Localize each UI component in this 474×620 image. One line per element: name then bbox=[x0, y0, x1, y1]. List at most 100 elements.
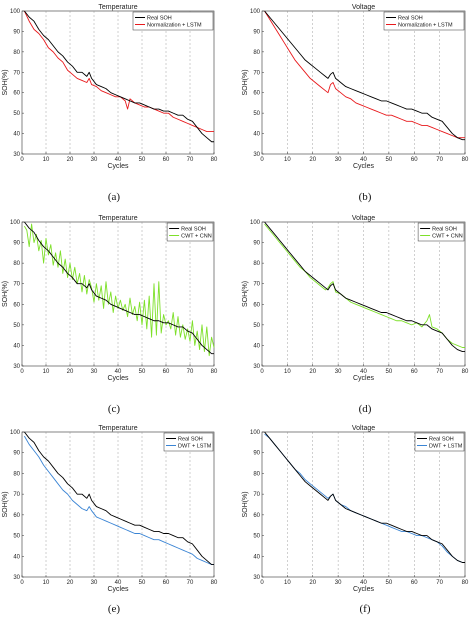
x-tick-label: 50 bbox=[386, 157, 393, 163]
y-tick-label: 30 bbox=[13, 364, 20, 370]
y-tick-label: 40 bbox=[253, 343, 260, 349]
series-line-real-soh bbox=[264, 221, 465, 353]
y-tick-label: 70 bbox=[13, 492, 20, 498]
y-tick-label: 60 bbox=[253, 513, 260, 519]
y-tick-label: 70 bbox=[253, 492, 260, 498]
x-tick-label: 60 bbox=[163, 157, 170, 163]
legend-label: Real SOH bbox=[181, 227, 206, 233]
y-tick-label: 80 bbox=[13, 471, 20, 477]
x-tick-label: 80 bbox=[211, 580, 218, 586]
legend-label: Real SOH bbox=[178, 437, 203, 443]
y-tick-label: 80 bbox=[253, 471, 260, 477]
y-tick-label: 90 bbox=[253, 241, 260, 247]
y-axis-label: SOH(%) bbox=[2, 491, 9, 517]
legend-label: Real SOH bbox=[147, 16, 172, 22]
y-tick-label: 60 bbox=[13, 302, 20, 308]
series-line-real-soh bbox=[24, 10, 214, 143]
x-tick-label: 20 bbox=[67, 369, 74, 375]
x-tick-label: 70 bbox=[436, 157, 443, 163]
x-tick-label: 20 bbox=[67, 580, 74, 586]
x-tick-label: 80 bbox=[462, 369, 469, 375]
y-tick-label: 60 bbox=[13, 513, 20, 519]
legend-label: CWT + CNN bbox=[432, 234, 463, 240]
x-tick-label: 50 bbox=[386, 580, 393, 586]
y-tick-label: 30 bbox=[253, 575, 260, 581]
x-tick-label: 10 bbox=[284, 369, 291, 375]
panel-caption: (f) bbox=[360, 603, 371, 615]
legend-label: Real SOH bbox=[429, 437, 454, 443]
y-tick-label: 90 bbox=[13, 241, 20, 247]
x-tick-label: 10 bbox=[43, 157, 50, 163]
x-tick-label: 50 bbox=[139, 580, 146, 586]
y-tick-label: 50 bbox=[13, 111, 20, 117]
panel-caption: (a) bbox=[108, 191, 121, 203]
y-tick-label: 80 bbox=[253, 50, 260, 56]
y-tick-label: 50 bbox=[253, 534, 260, 540]
x-tick-label: 30 bbox=[91, 580, 98, 586]
x-tick-label: 80 bbox=[462, 580, 469, 586]
x-tick-label: 70 bbox=[436, 369, 443, 375]
x-tick-label: 40 bbox=[115, 580, 122, 586]
y-axis-label: SOH(%) bbox=[242, 491, 249, 517]
y-tick-label: 100 bbox=[10, 9, 21, 15]
x-tick-label: 70 bbox=[187, 157, 194, 163]
y-tick-label: 100 bbox=[250, 220, 261, 226]
x-tick-label: 80 bbox=[211, 369, 218, 375]
y-tick-label: 60 bbox=[13, 91, 20, 97]
chart-panel-1: 0 10 20 30 40 50 60 70 80 30 40 50 60 70 80 90 100 Temper… bbox=[2, 4, 218, 203]
legend-box bbox=[132, 11, 214, 31]
x-axis-label: Cycles bbox=[107, 163, 129, 170]
y-tick-label: 30 bbox=[253, 152, 260, 158]
y-tick-label: 40 bbox=[13, 132, 20, 138]
x-tick-label: 80 bbox=[211, 157, 218, 163]
x-tick-label: 60 bbox=[163, 369, 170, 375]
series-line-dwt-lstm bbox=[24, 435, 214, 566]
y-tick-label: 100 bbox=[250, 430, 261, 436]
y-axis-label: SOH(%) bbox=[2, 281, 9, 307]
x-tick-label: 0 bbox=[20, 157, 24, 163]
x-tick-label: 40 bbox=[360, 580, 367, 586]
x-axis-label: Cycles bbox=[353, 586, 375, 593]
chart-panel-3: 0 10 20 30 40 50 60 70 80 30 40 50 60 70 80 90 100 Temper… bbox=[2, 215, 218, 415]
x-tick-label: 30 bbox=[91, 369, 98, 375]
x-tick-label: 10 bbox=[43, 369, 50, 375]
x-tick-label: 0 bbox=[260, 580, 264, 586]
y-tick-label: 40 bbox=[253, 554, 260, 560]
x-tick-label: 30 bbox=[335, 580, 342, 586]
x-tick-label: 30 bbox=[91, 157, 98, 163]
x-tick-label: 20 bbox=[309, 157, 316, 163]
x-tick-label: 40 bbox=[360, 157, 367, 163]
y-tick-label: 70 bbox=[13, 282, 20, 288]
x-tick-label: 10 bbox=[43, 580, 50, 586]
chart-panel-2: 0 10 20 30 40 50 60 70 80 30 40 50 60 70 80 90 100 Voltag… bbox=[242, 4, 469, 203]
legend-box bbox=[163, 432, 214, 452]
y-tick-label: 40 bbox=[13, 554, 20, 560]
y-tick-label: 80 bbox=[13, 261, 20, 267]
series-line-normalization-lstm bbox=[264, 10, 465, 139]
panel-caption: (b) bbox=[359, 191, 372, 203]
y-tick-label: 50 bbox=[13, 323, 20, 329]
legend-box bbox=[166, 222, 214, 242]
chart-title: Temperature bbox=[98, 215, 137, 222]
x-tick-label: 60 bbox=[411, 580, 418, 586]
y-tick-label: 50 bbox=[253, 323, 260, 329]
chart-title: Temperature bbox=[98, 425, 137, 432]
y-tick-label: 80 bbox=[253, 261, 260, 267]
x-axis-label: Cycles bbox=[107, 375, 129, 382]
y-tick-label: 100 bbox=[10, 220, 21, 226]
series-line-real-soh bbox=[264, 10, 465, 141]
x-tick-label: 30 bbox=[335, 157, 342, 163]
x-axis-label: Cycles bbox=[107, 586, 129, 593]
x-tick-label: 20 bbox=[309, 369, 316, 375]
x-tick-label: 50 bbox=[386, 369, 393, 375]
x-tick-label: 50 bbox=[139, 369, 146, 375]
x-tick-label: 60 bbox=[411, 157, 418, 163]
y-tick-label: 90 bbox=[13, 451, 20, 457]
chart-title: Voltage bbox=[352, 215, 375, 222]
x-axis-label: Cycles bbox=[353, 375, 375, 382]
legend-box bbox=[383, 11, 465, 31]
series-line-real-soh bbox=[264, 431, 465, 563]
x-tick-label: 30 bbox=[335, 369, 342, 375]
x-tick-label: 70 bbox=[187, 369, 194, 375]
